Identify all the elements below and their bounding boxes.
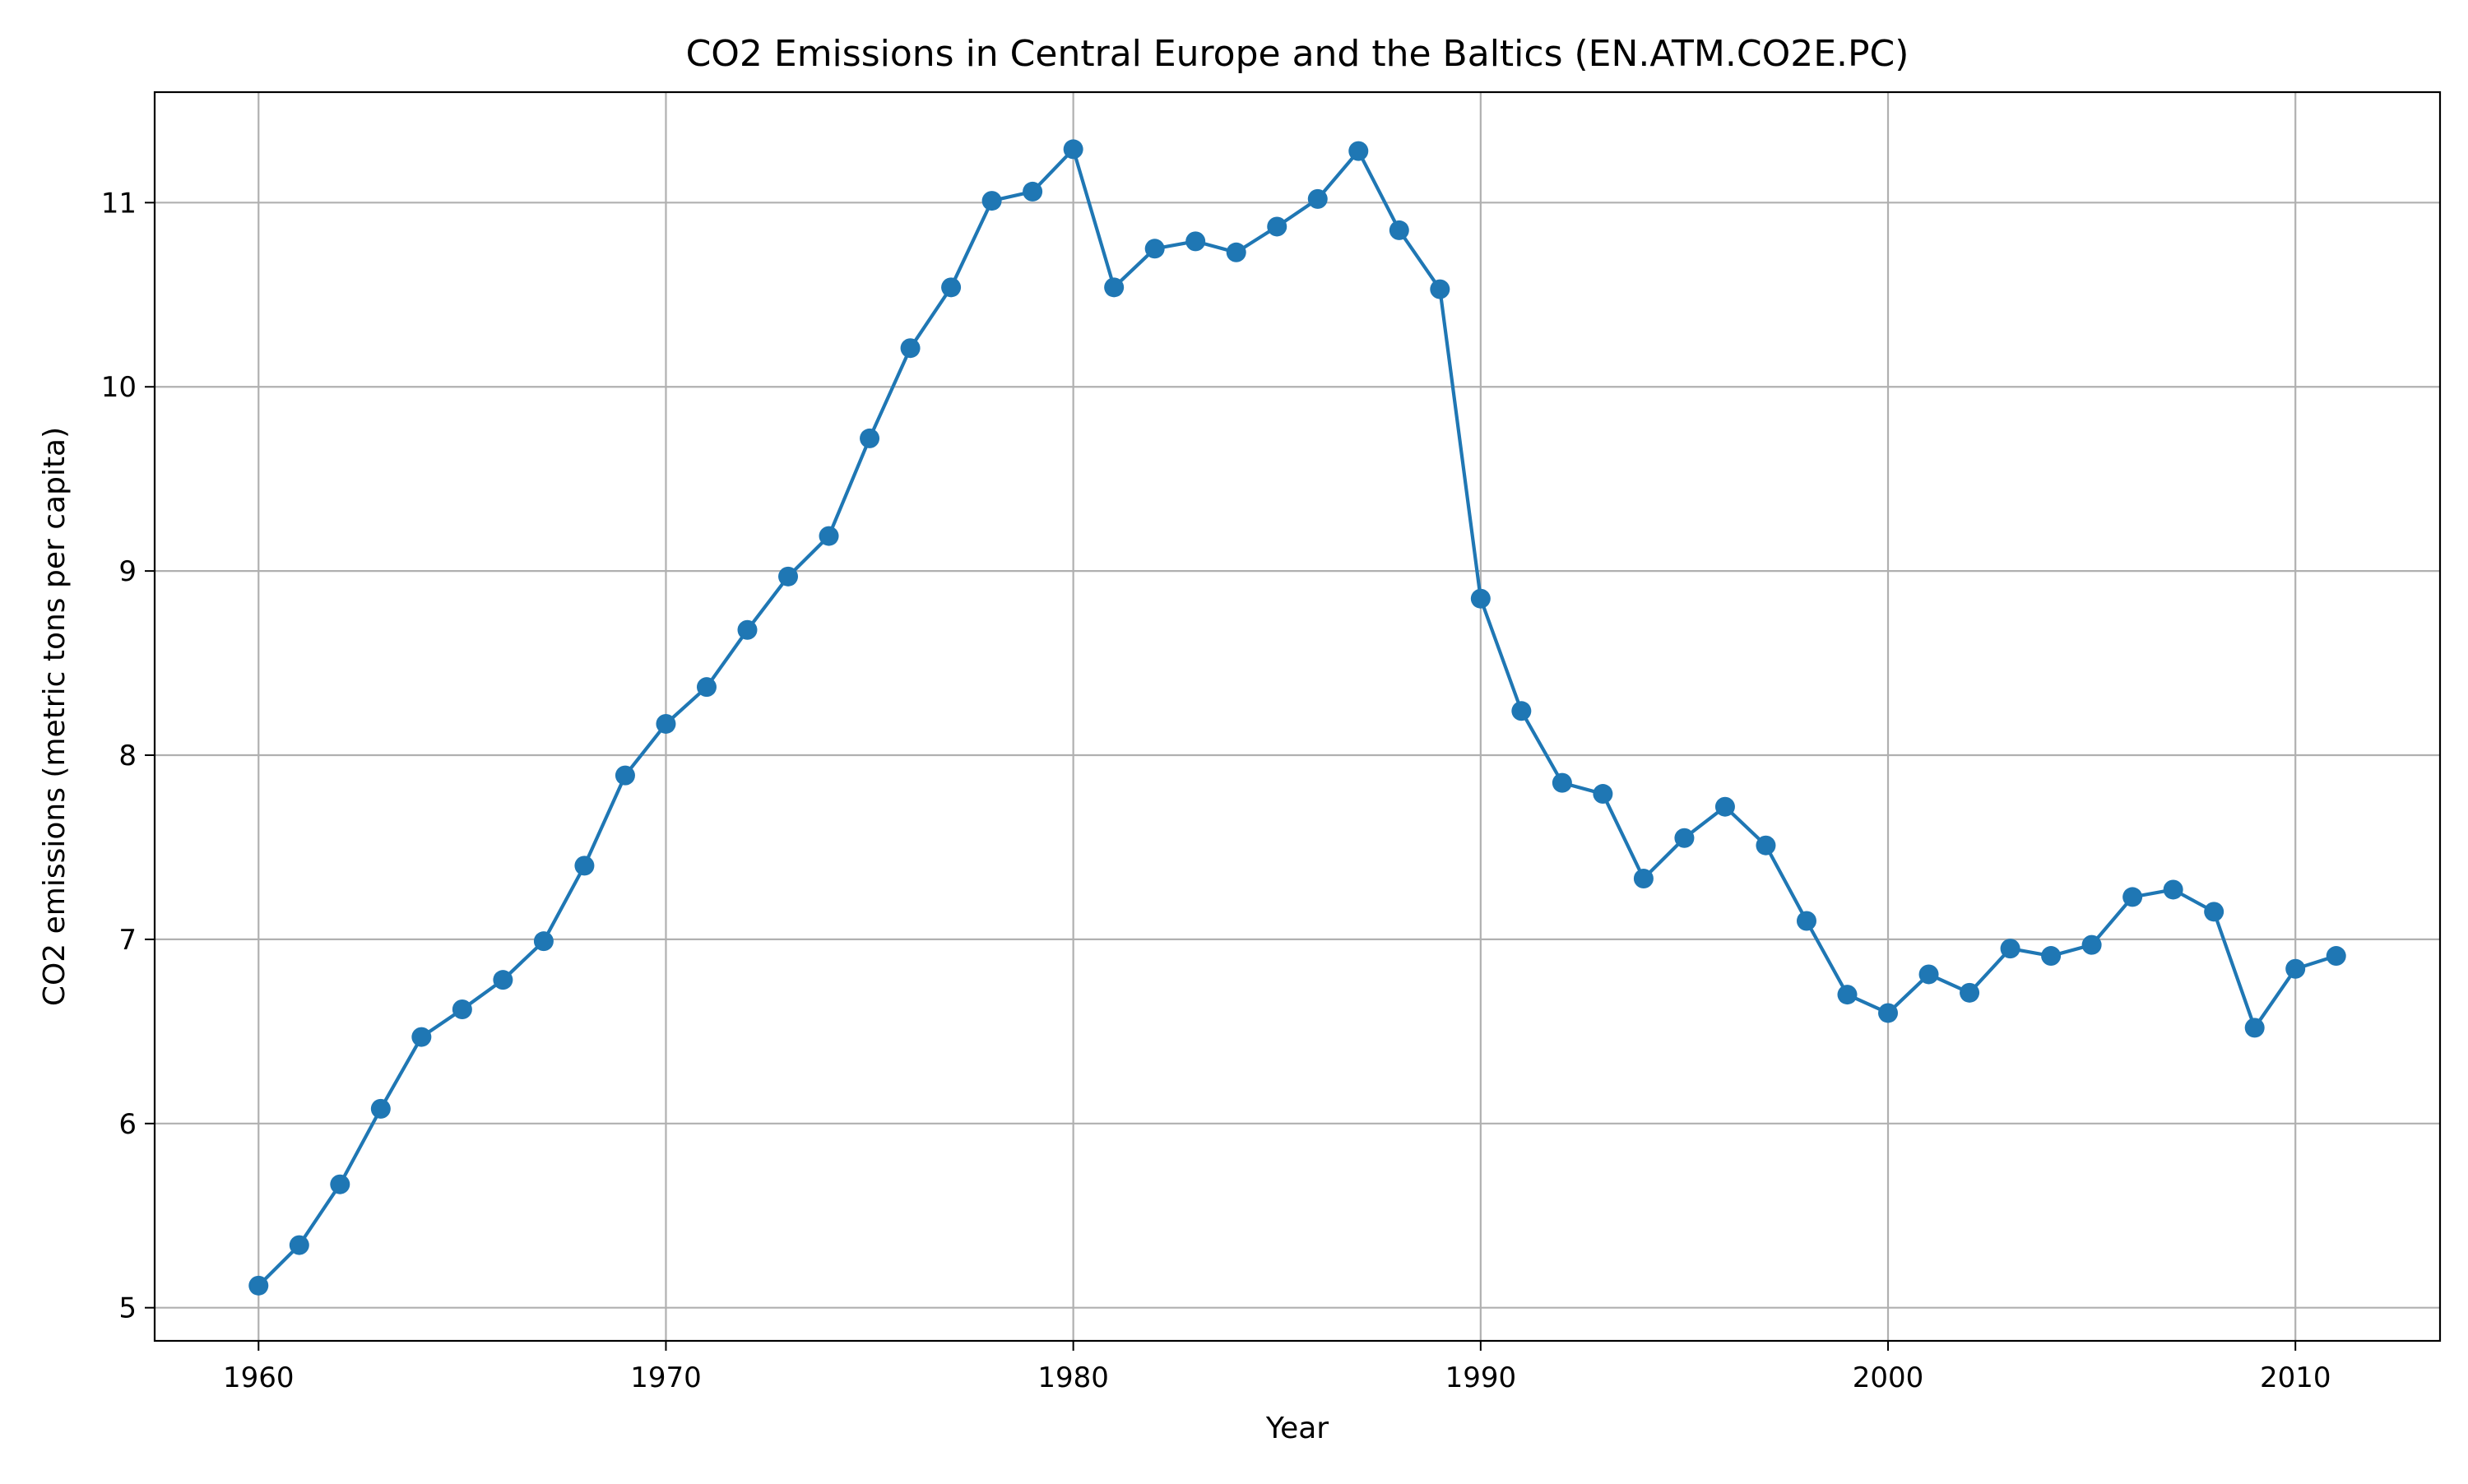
data-point	[941, 277, 962, 298]
data-point	[1226, 242, 1246, 262]
x-tick-label: 1970	[630, 1361, 702, 1394]
y-axis-label: CO2 emissions (metric tons per capita)	[38, 427, 72, 1006]
data-point	[330, 1174, 350, 1194]
tick-layer: 1960 1970 1980 1990 2000 2010 5 6 7 8 9 10 11	[101, 187, 2331, 1394]
series-line	[257, 147, 2338, 1287]
data-point	[1348, 141, 1369, 161]
data-point	[493, 970, 513, 990]
data-point	[1796, 911, 1816, 931]
data-point	[1430, 279, 1450, 299]
data-point	[1307, 188, 1328, 209]
data-point	[2204, 902, 2224, 922]
data-point	[1185, 231, 1206, 252]
data-point	[615, 765, 635, 786]
x-tick-label: 2000	[1853, 1361, 1924, 1394]
data-point	[2000, 939, 2020, 959]
data-point	[1144, 239, 1165, 259]
x-tick-label: 2010	[2260, 1361, 2331, 1394]
y-tick-label: 10	[101, 371, 137, 404]
data-point	[2326, 946, 2346, 967]
data-point	[2122, 887, 2143, 907]
data-point	[737, 619, 758, 640]
data-point	[1593, 784, 1613, 805]
data-point	[778, 566, 799, 587]
data-point	[1878, 1003, 1899, 1023]
data-point	[860, 428, 880, 448]
data-point	[411, 1027, 432, 1047]
data-point	[1552, 772, 1572, 793]
data-point	[1837, 985, 1858, 1005]
y-tick-label: 11	[101, 187, 137, 220]
data-point	[1756, 835, 1776, 856]
data-point	[1511, 701, 1532, 721]
data-point	[696, 677, 717, 698]
data-point	[2285, 958, 2306, 979]
data-point	[1633, 869, 1654, 889]
data-point	[2041, 946, 2062, 967]
data-point	[1918, 964, 1939, 985]
y-tick-label: 6	[118, 1108, 137, 1141]
data-point	[900, 338, 921, 359]
x-tick-label: 1990	[1445, 1361, 1517, 1394]
plot-frame	[153, 90, 2442, 1343]
x-tick-label: 1960	[223, 1361, 295, 1394]
data-point	[1104, 277, 1125, 298]
data-point	[533, 931, 554, 952]
data-point	[1470, 588, 1491, 609]
chart-title: CO2 Emissions in Central Europe and the …	[686, 33, 1909, 75]
x-tick-label: 1980	[1037, 1361, 1109, 1394]
data-point	[1389, 220, 1409, 240]
data-point	[248, 1275, 269, 1296]
data-point	[1714, 796, 1735, 817]
data-point	[574, 856, 595, 876]
data-point	[370, 1098, 391, 1119]
data-point	[452, 999, 472, 1019]
data-point	[2244, 1018, 2265, 1038]
data-point	[2081, 934, 2102, 955]
data-point	[1674, 828, 1695, 848]
data-point	[981, 191, 1002, 211]
data-point	[1267, 216, 1287, 237]
y-tick-label: 9	[118, 555, 137, 588]
data-point	[289, 1235, 309, 1255]
data-point	[656, 713, 676, 734]
x-axis-label: Year	[1265, 1412, 1329, 1445]
grid-layer	[155, 92, 2440, 1341]
y-tick-label: 7	[118, 924, 137, 957]
series-layer	[248, 139, 2346, 1296]
data-point	[1960, 982, 1980, 1003]
data-point	[2163, 879, 2183, 900]
data-point	[1063, 139, 1083, 160]
y-tick-label: 5	[118, 1292, 137, 1325]
y-tick-label: 8	[118, 740, 137, 772]
data-point	[819, 526, 839, 546]
data-point	[1023, 181, 1043, 202]
